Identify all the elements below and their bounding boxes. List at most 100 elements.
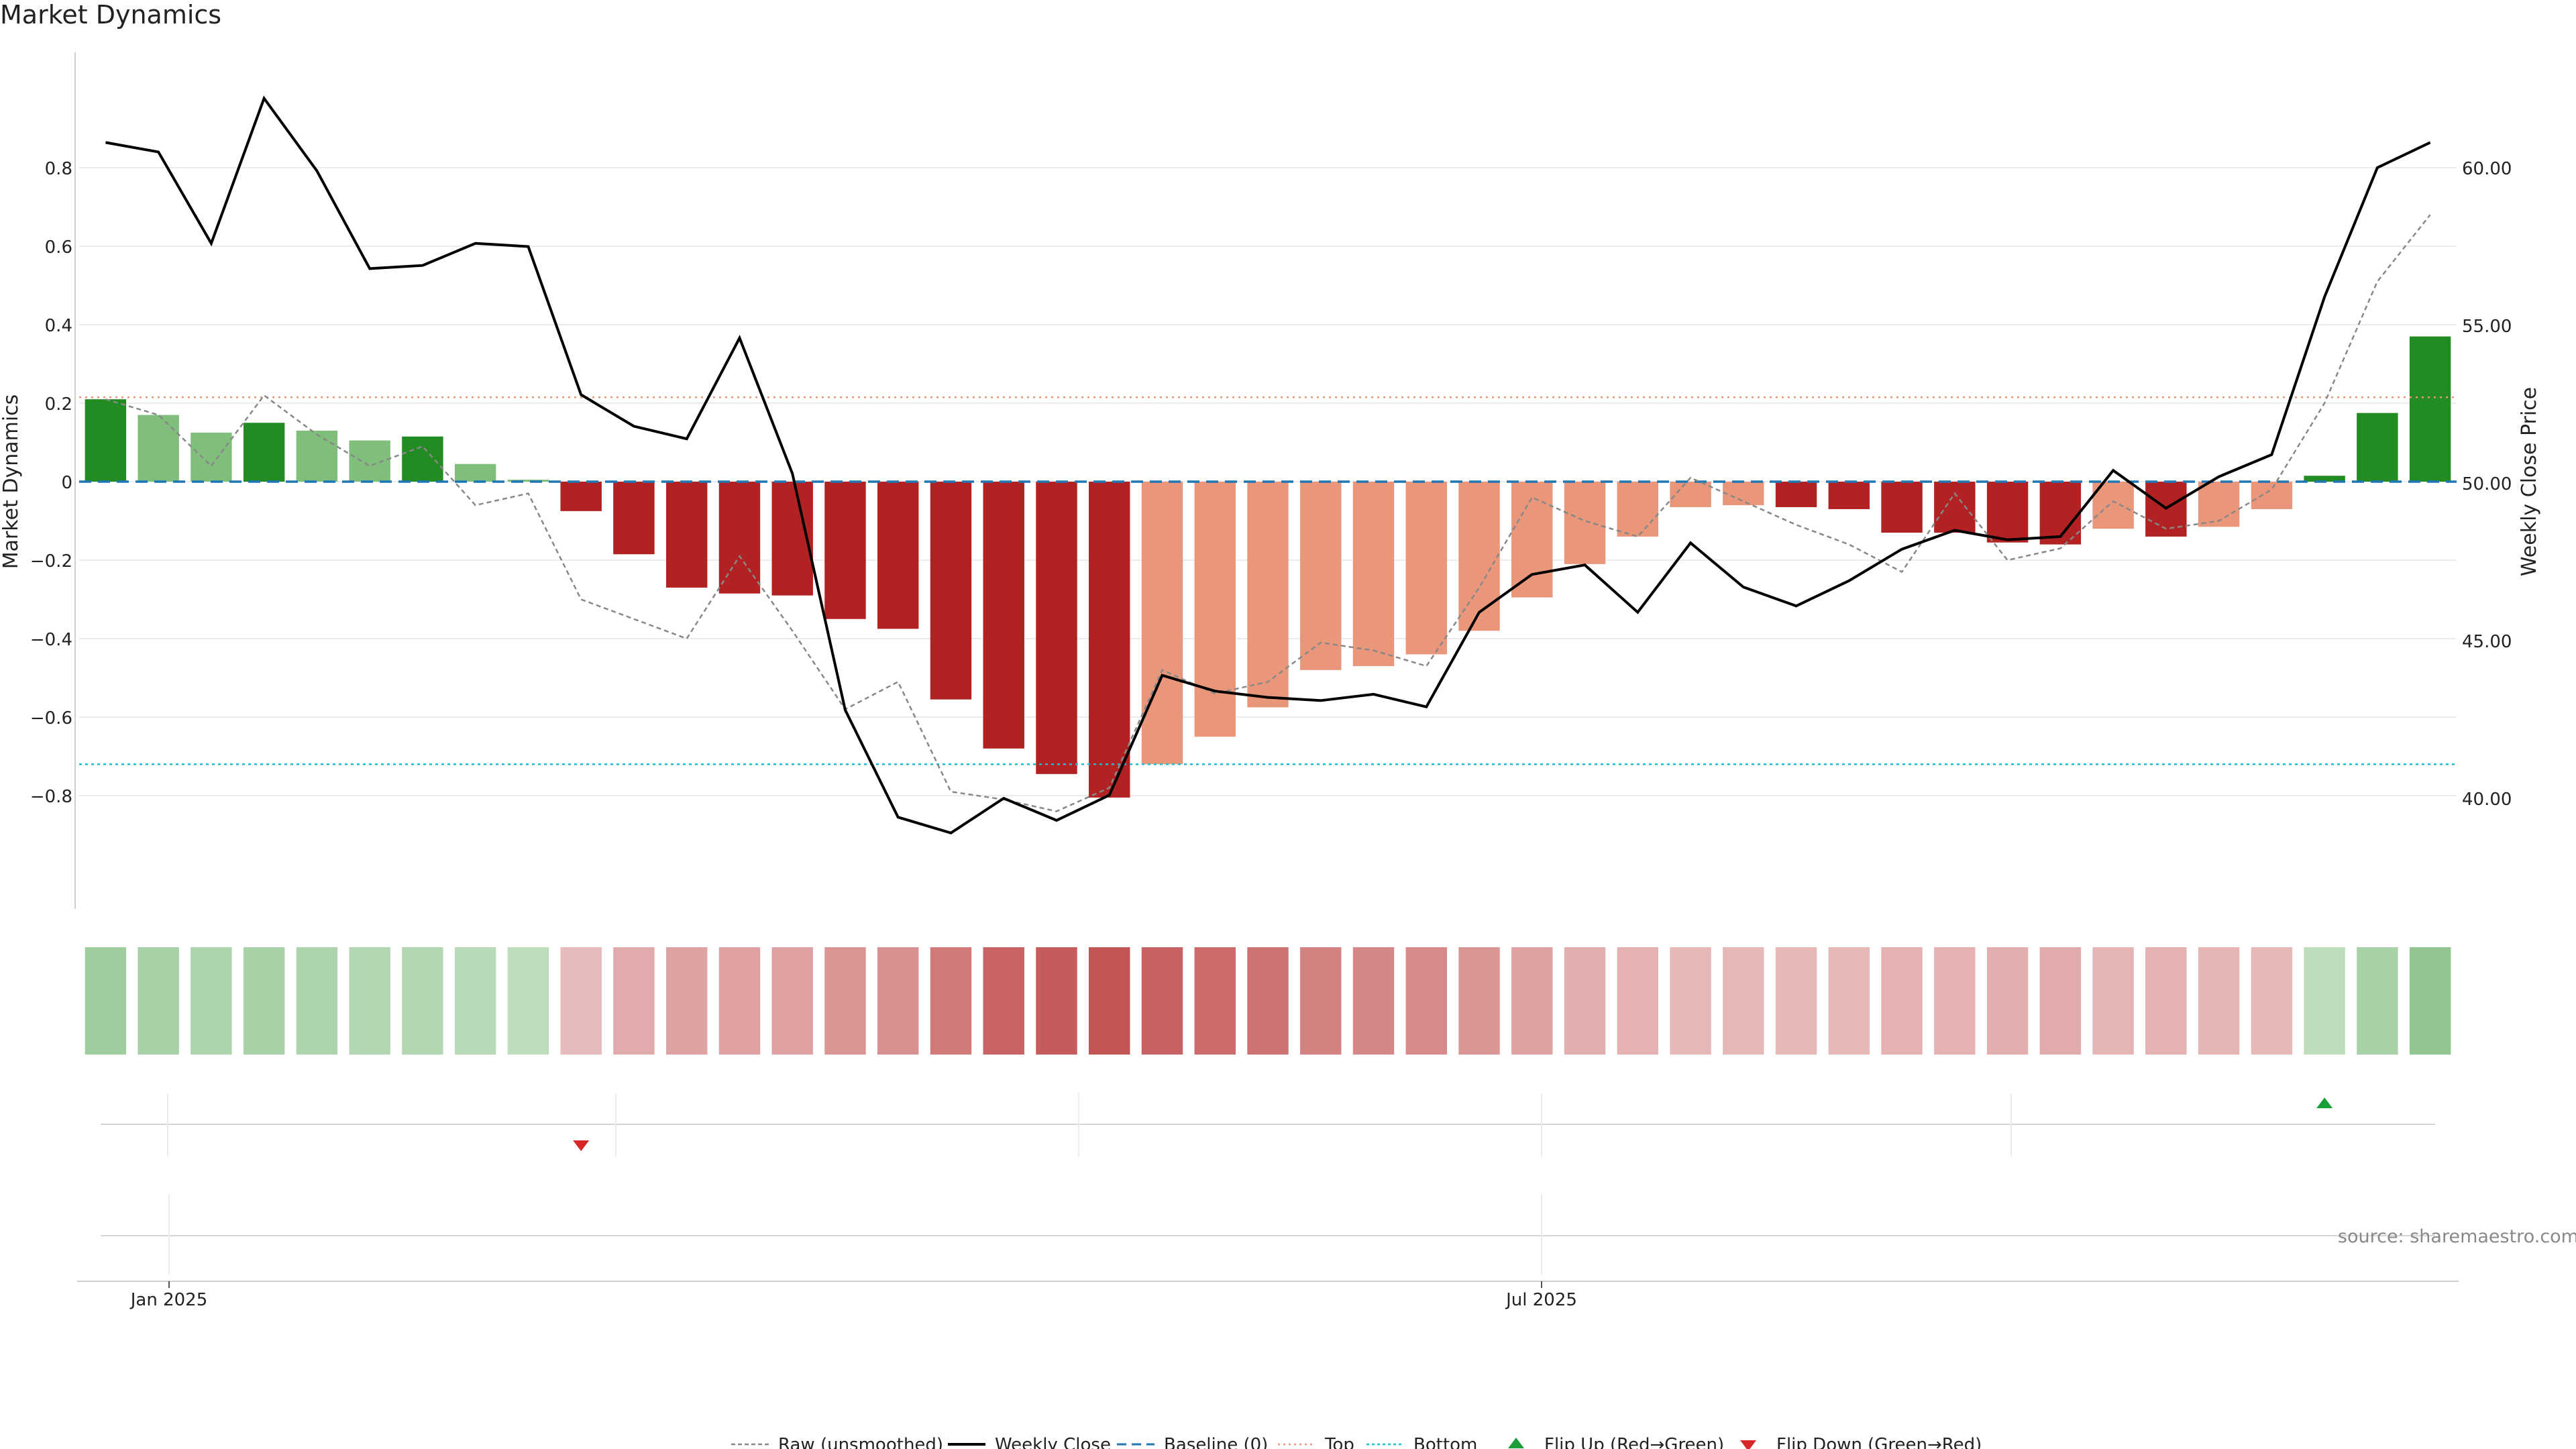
signal-strength-cell xyxy=(1564,947,1606,1055)
dynamics-bar xyxy=(138,415,179,482)
legend-label: Weekly Close xyxy=(995,1435,1111,1449)
signal-strength-cell xyxy=(1300,947,1342,1055)
y-axis-label: Market Dynamics xyxy=(0,394,23,570)
signal-strength-cell xyxy=(2304,947,2345,1055)
dynamics-bar xyxy=(1723,482,1764,506)
signal-strength-cell xyxy=(1511,947,1553,1055)
dynamics-bar xyxy=(243,423,285,482)
dynamics-bar xyxy=(613,482,655,555)
source-label: source: sharemaestro.com xyxy=(2338,1226,2576,1247)
dynamics-bar xyxy=(296,430,338,482)
dynamics-bar xyxy=(1300,482,1342,670)
signal-strength-cell xyxy=(85,947,127,1055)
legend-label: Top xyxy=(1324,1435,1354,1449)
signal-strength-cell xyxy=(1458,947,1500,1055)
y-tick-label: −0.2 xyxy=(30,551,72,572)
signal-strength-cell xyxy=(2357,947,2398,1055)
signal-strength-cell xyxy=(1617,947,1659,1055)
dynamics-bar xyxy=(560,482,602,511)
y2-axis-label: Weekly Close Price xyxy=(2518,387,2541,576)
y-tick-label: 0 xyxy=(61,473,72,493)
signal-strength-cell xyxy=(1934,947,1976,1055)
signal-strength-cell xyxy=(296,947,338,1055)
dynamics-bar xyxy=(1405,482,1447,655)
flip-down-marker xyxy=(573,1140,590,1151)
signal-strength-cell xyxy=(665,947,708,1055)
dynamics-bar xyxy=(454,464,496,482)
dynamics-bar xyxy=(2357,413,2398,482)
signal-strength-cell xyxy=(402,947,443,1055)
dynamics-bar xyxy=(1775,482,1817,508)
signal-strength-cell xyxy=(2251,947,2293,1055)
signal-strength-cell xyxy=(771,947,813,1055)
legend-item: Weekly Close xyxy=(948,1435,1111,1449)
y2-tick-label: 45.00 xyxy=(2462,632,2512,652)
signal-strength-cell xyxy=(138,947,179,1055)
dynamics-bar xyxy=(1194,482,1236,737)
legend-flip-up-swatch xyxy=(1508,1438,1524,1448)
signal-strength-cell xyxy=(2092,947,2134,1055)
dynamics-bar xyxy=(2039,482,2082,545)
dynamics-bar xyxy=(1881,482,1923,533)
signal-strength-cell xyxy=(1775,947,1817,1055)
signal-strength-cell xyxy=(983,947,1024,1055)
dynamics-bar xyxy=(2198,482,2240,527)
dynamics-bar xyxy=(2304,476,2345,482)
signal-strength-cell xyxy=(507,947,549,1055)
dynamics-bar xyxy=(2409,336,2451,482)
signal-strength-cell xyxy=(718,947,761,1055)
legend-item: Top xyxy=(1278,1435,1354,1449)
signal-strength-cell xyxy=(613,947,655,1055)
y-tick-label: 0.6 xyxy=(45,237,72,258)
y-tick-label: −0.6 xyxy=(30,708,72,729)
signal-strength-cell xyxy=(1723,947,1764,1055)
legend-label: Bottom xyxy=(1413,1435,1477,1449)
signal-strength-cell xyxy=(1194,947,1236,1055)
signal-strength-cell xyxy=(930,947,972,1055)
signal-strength-cell xyxy=(1352,947,1395,1055)
dynamics-bar xyxy=(1352,482,1395,666)
signal-strength-cell xyxy=(1247,947,1289,1055)
signal-strength-cell xyxy=(2409,947,2451,1055)
legend-label: Raw (unsmoothed) xyxy=(778,1435,943,1449)
signal-strength-cell xyxy=(1141,947,1183,1055)
y2-tick-label: 60.00 xyxy=(2462,159,2512,179)
dynamics-bar xyxy=(1617,482,1659,537)
y-tick-label: 0.8 xyxy=(45,159,72,179)
signal-strength-cell xyxy=(1986,947,2029,1055)
dynamics-bar xyxy=(1986,482,2029,543)
signal-strength-cell xyxy=(2039,947,2082,1055)
signal-strength-cell xyxy=(349,947,390,1055)
legend-label: Baseline (0) xyxy=(1164,1435,1268,1449)
dynamics-bar xyxy=(1564,482,1606,564)
dynamics-bar xyxy=(1670,482,1711,508)
signal-strength-cell xyxy=(1881,947,1923,1055)
dynamics-bar xyxy=(1036,482,1077,774)
y-tick-label: −0.4 xyxy=(30,630,72,650)
weekly-close-line xyxy=(105,95,2431,835)
dynamics-bar xyxy=(1458,482,1500,631)
dynamics-bar xyxy=(983,482,1024,749)
dynamics-bar xyxy=(507,480,549,482)
signal-strength-cell xyxy=(1828,947,1870,1055)
legend-item: Bottom xyxy=(1366,1435,1477,1449)
dynamics-bar xyxy=(665,482,708,588)
signal-strength-cell xyxy=(243,947,285,1055)
dynamics-bar xyxy=(1934,482,1976,533)
legend-flip-down-swatch xyxy=(1740,1440,1756,1449)
y-tick-label: 0.4 xyxy=(45,316,72,336)
y-tick-label: 0.2 xyxy=(45,394,72,415)
signal-strength-cell xyxy=(877,947,919,1055)
signal-strength-cell xyxy=(1036,947,1077,1055)
signal-strength-cell xyxy=(1670,947,1711,1055)
signal-strength-cell xyxy=(2145,947,2187,1055)
legend-label: Flip Down (Green→Red) xyxy=(1776,1435,1982,1449)
signal-strength-cell xyxy=(1405,947,1447,1055)
dynamics-bar xyxy=(402,436,443,482)
legend-item: Raw (unsmoothed) xyxy=(731,1435,943,1449)
y2-tick-label: 40.00 xyxy=(2462,790,2512,810)
signal-strength-cell xyxy=(560,947,602,1055)
signal-strength-cell xyxy=(1089,947,1130,1055)
signal-strength-cell xyxy=(824,947,866,1055)
